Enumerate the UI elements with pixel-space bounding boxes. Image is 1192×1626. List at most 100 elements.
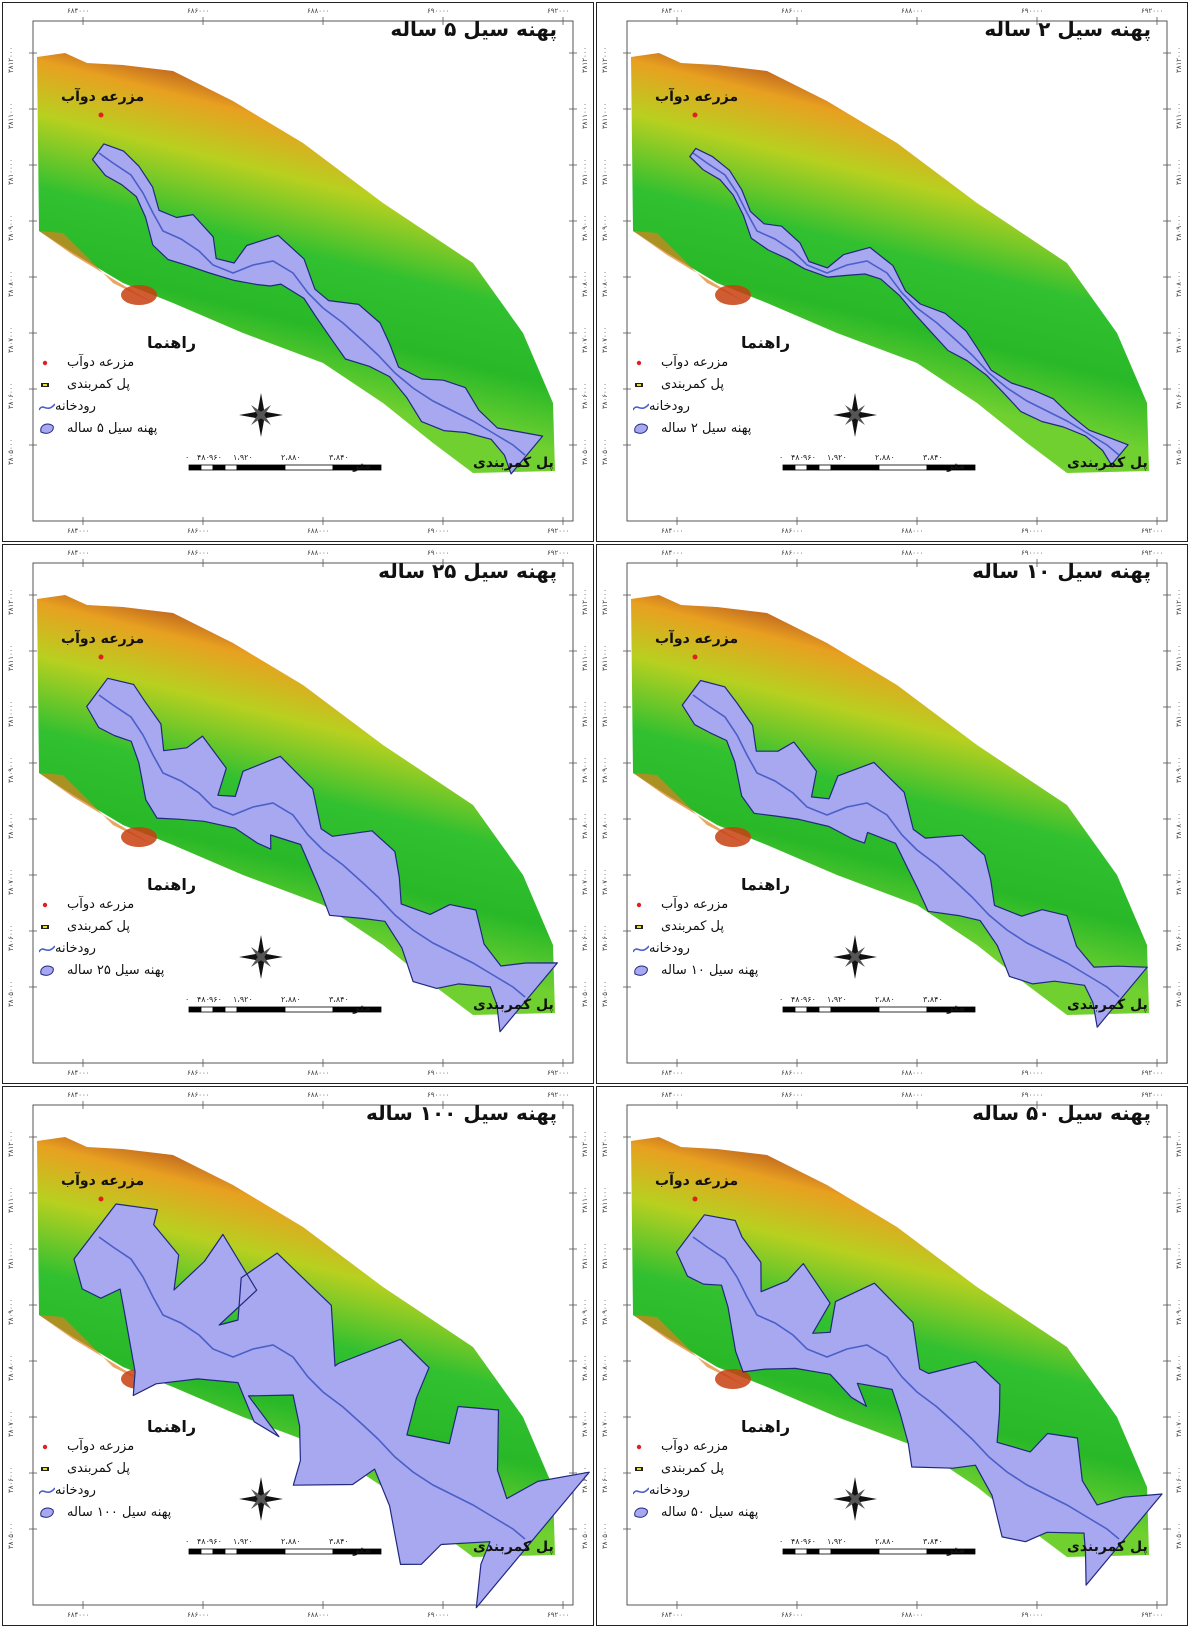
y-tick-label: ۳۸۰۶۰۰۰ (1175, 1466, 1183, 1493)
y-tick-label: ۳۸۰۹۰۰۰ (1175, 756, 1183, 783)
y-tick-label: ۳۸۱۲۰۰۰ (1175, 46, 1183, 73)
scale-bar (782, 464, 976, 471)
scale-tick-label: ۹۶۰ (803, 453, 816, 462)
legend-bridge: پل کمربندی (37, 916, 197, 938)
legend-bridge-label: پل کمربندی (661, 919, 725, 934)
map-canvas (29, 559, 577, 1067)
y-tick-label: ۳۸۱۰۰۰۰ (581, 158, 589, 185)
map-title: پهنه سیل ۱۰ ساله (972, 559, 1151, 583)
legend-heading: راهنما (147, 1417, 197, 1436)
scale-tick-label: ۴۸۰ (197, 1537, 210, 1546)
y-tick-label: ۳۸۰۶۰۰۰ (1175, 924, 1183, 951)
legend-farm: مزرعه دوآب (631, 894, 791, 916)
legend-bridge-label: پل کمربندی (661, 1461, 725, 1476)
farm-point (98, 1196, 104, 1202)
legend-farm: مزرعه دوآب (631, 352, 791, 374)
y-tick-label: ۳۸۰۷۰۰۰ (7, 868, 15, 895)
legend-river: رودخانه (631, 1480, 791, 1502)
y-tick-label: ۳۸۰۵۰۰۰ (7, 1522, 15, 1549)
map-canvas (623, 1101, 1171, 1609)
legend-heading: راهنما (741, 1417, 791, 1436)
x-tick-label: ۶۸۸۰۰۰ (307, 527, 330, 535)
y-tick-label: ۳۸۱۰۰۰۰ (1175, 700, 1183, 727)
bridge-map-label: پل کمربندی (1067, 997, 1148, 1013)
y-tick-label: ۳۸۰۸۰۰۰ (581, 270, 589, 297)
x-tick-label: ۶۸۶۰۰۰ (187, 7, 210, 15)
farm-map-label: مزرعه دوآب (61, 89, 145, 105)
scale-tick-label: ۴۸۰ (791, 1537, 804, 1546)
x-tick-label: ۶۸۸۰۰۰ (901, 1091, 924, 1099)
y-tick-label: ۳۸۱۰۰۰۰ (601, 1242, 609, 1269)
river-line (98, 694, 526, 998)
legend-bridge-label: پل کمربندی (67, 377, 131, 392)
scale-tick-label: ۲،۸۸۰ (281, 995, 301, 1004)
legend-river-label: رودخانه (55, 399, 96, 414)
x-tick-label: ۶۸۸۰۰۰ (307, 7, 330, 15)
x-tick-label: ۶۸۶۰۰۰ (781, 1069, 804, 1077)
scale-tick-label: ۲،۸۸۰ (281, 1537, 301, 1546)
y-tick-label: ۳۸۰۹۰۰۰ (1175, 1298, 1183, 1325)
map-legend: راهنما مزرعه دوآب پل کمربندی رودخانه پهنه سی… (37, 1417, 197, 1524)
y-tick-label: ۳۸۰۸۰۰۰ (581, 1354, 589, 1381)
river-line (692, 1236, 1120, 1540)
map-canvas (623, 17, 1171, 525)
x-tick-label: ۶۸۸۰۰۰ (307, 1069, 330, 1077)
flood-extent (689, 147, 1129, 466)
y-tick-label: ۳۸۱۱۰۰۰ (601, 102, 609, 129)
legend-bridge: پل کمربندی (631, 916, 791, 938)
x-tick-label: ۶۸۴۰۰۰ (661, 1611, 684, 1619)
y-tick-label: ۳۸۱۱۰۰۰ (581, 1186, 589, 1213)
scale-tick-label: ۴۸۰ (197, 995, 210, 1004)
flood-extent (86, 677, 558, 1033)
y-tick-label: ۳۸۱۰۰۰۰ (7, 1242, 15, 1269)
y-tick-label: ۳۸۰۹۰۰۰ (601, 1298, 609, 1325)
legend-flood-label: پهنه سیل ۵۰ ساله (661, 1505, 759, 1520)
scale-tick-label: ۹۶۰ (209, 1537, 222, 1546)
x-tick-label: ۶۸۴۰۰۰ (661, 527, 684, 535)
y-tick-label: ۳۸۰۷۰۰۰ (581, 868, 589, 895)
x-tick-label: ۶۸۶۰۰۰ (187, 527, 210, 535)
scale-unit: متر (947, 459, 966, 472)
river-line (98, 1236, 526, 1540)
legend-farm-label: مزرعه دوآب (67, 355, 135, 370)
farm-point (98, 112, 104, 118)
north-arrow-icon (239, 393, 283, 437)
x-tick-label: ۶۸۶۰۰۰ (781, 7, 804, 15)
y-tick-label: ۳۸۰۵۰۰۰ (1175, 1522, 1183, 1549)
y-tick-label: ۳۸۰۸۰۰۰ (1175, 812, 1183, 839)
y-tick-label: ۳۸۱۲۰۰۰ (7, 1130, 15, 1157)
legend-flood-label: پهنه سیل ۵ ساله (67, 421, 158, 436)
scale-tick-label: ۳،۸۴۰ (329, 1537, 349, 1546)
legend-river: رودخانه (37, 1480, 197, 1502)
legend-bridge: پل کمربندی (37, 374, 197, 396)
map-title: پهنه سیل ۵ ساله (390, 17, 557, 41)
y-tick-label: ۳۸۰۸۰۰۰ (7, 270, 15, 297)
scale-tick-label: ۱،۹۲۰ (827, 995, 847, 1004)
legend-bridge-label: پل کمربندی (661, 377, 725, 392)
scale-tick-label: ۴۸۰ (791, 453, 804, 462)
flood-extent (91, 143, 544, 475)
scale-bar (188, 464, 382, 471)
legend-farm: مزرعه دوآب (37, 352, 197, 374)
y-tick-label: ۳۸۰۸۰۰۰ (601, 270, 609, 297)
scale-tick-label: ۱،۹۲۰ (827, 453, 847, 462)
x-tick-label: ۶۸۶۰۰۰ (781, 527, 804, 535)
y-tick-label: ۳۸۰۵۰۰۰ (581, 438, 589, 465)
north-arrow-icon (239, 1477, 283, 1521)
x-tick-label: ۶۸۶۰۰۰ (781, 549, 804, 557)
x-tick-label: ۶۸۶۰۰۰ (187, 1069, 210, 1077)
bridge-map-label: پل کمربندی (1067, 455, 1148, 471)
scale-tick-label: ۰ (779, 453, 784, 462)
x-tick-label: ۶۹۲۰۰۰ (1141, 7, 1164, 15)
x-tick-label: ۶۹۰۰۰۰ (1021, 549, 1044, 557)
scale-tick-label: ۲،۸۸۰ (875, 453, 895, 462)
legend-flood: پهنه سیل ۵۰ ساله (631, 1502, 791, 1524)
x-tick-label: ۶۹۲۰۰۰ (547, 1069, 570, 1077)
y-tick-label: ۳۸۰۶۰۰۰ (581, 924, 589, 951)
y-tick-label: ۳۸۰۹۰۰۰ (601, 214, 609, 241)
north-arrow-icon (833, 1477, 877, 1521)
y-tick-label: ۳۸۰۷۰۰۰ (7, 1410, 15, 1437)
x-tick-label: ۶۹۲۰۰۰ (1141, 1611, 1164, 1619)
legend-river: رودخانه (37, 938, 197, 960)
scale-tick-label: ۰ (185, 453, 190, 462)
